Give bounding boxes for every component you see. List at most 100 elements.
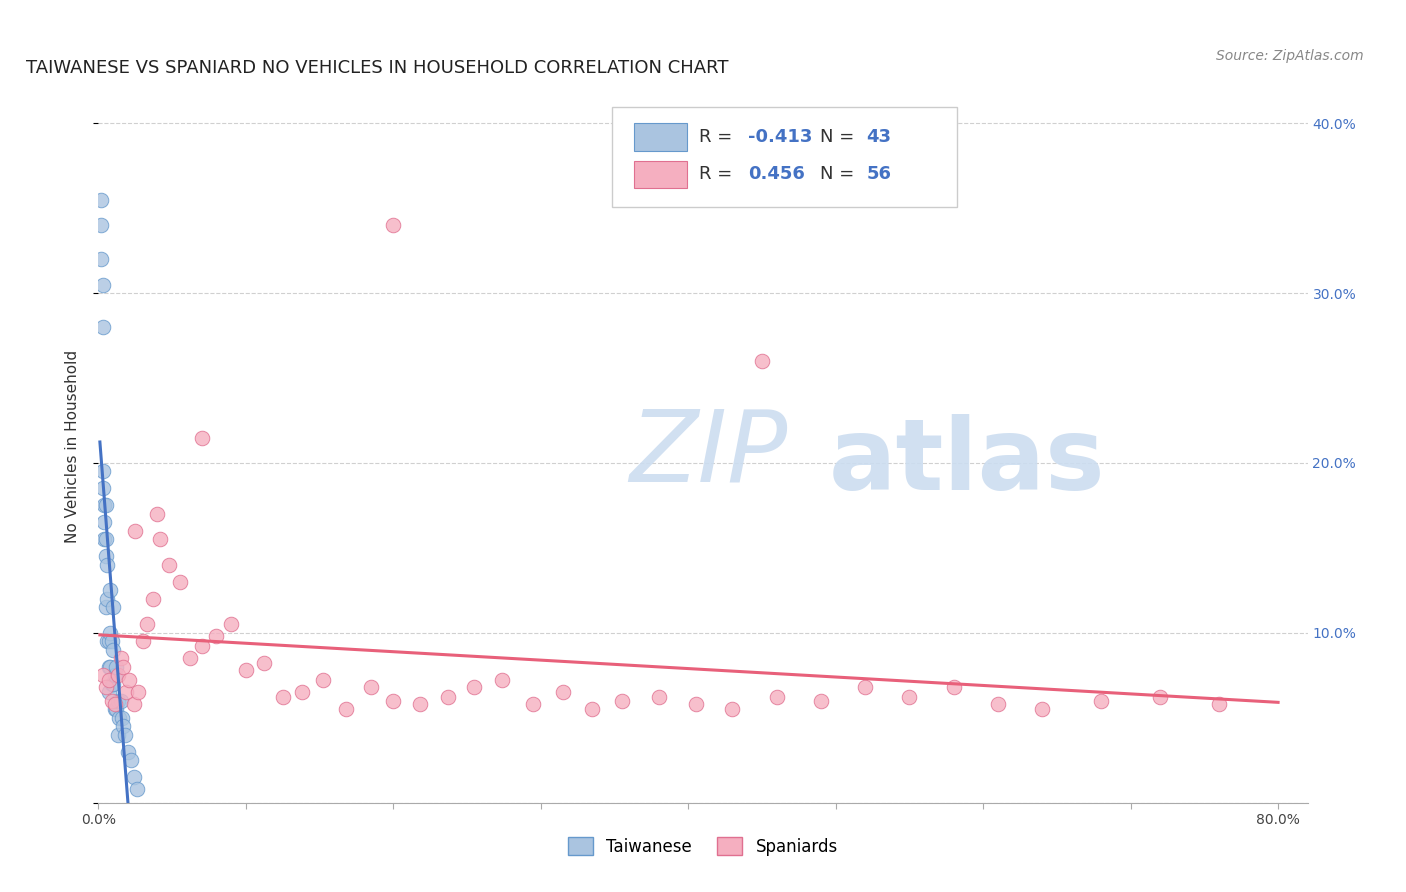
Point <box>409 698 432 712</box>
Point <box>100 634 122 648</box>
Point <box>104 702 127 716</box>
Point <box>97 685 120 699</box>
Point <box>91 277 114 292</box>
Point <box>114 728 136 742</box>
Point <box>96 558 118 572</box>
Point <box>179 651 201 665</box>
Point <box>108 711 131 725</box>
Point <box>110 651 132 665</box>
Text: TAIWANESE VS SPANIARD NO VEHICLES IN HOUSEHOLD CORRELATION CHART: TAIWANESE VS SPANIARD NO VEHICLES IN HOU… <box>25 59 728 77</box>
Point <box>101 677 124 691</box>
Text: N =: N = <box>820 165 860 183</box>
Point <box>610 694 633 708</box>
Point <box>235 663 257 677</box>
Point <box>112 719 135 733</box>
Point <box>382 694 405 708</box>
Point <box>97 634 120 648</box>
Point <box>94 549 117 564</box>
Point <box>190 640 212 654</box>
Point <box>648 690 671 705</box>
Point <box>721 702 744 716</box>
Point <box>107 668 129 682</box>
FancyBboxPatch shape <box>634 161 688 188</box>
Point <box>169 574 191 589</box>
Point <box>98 660 121 674</box>
Point <box>90 193 112 207</box>
Point <box>94 533 117 547</box>
Point <box>190 430 212 444</box>
Point <box>810 694 832 708</box>
Point <box>551 685 574 699</box>
Point <box>122 770 145 784</box>
Point <box>94 600 117 615</box>
Point <box>111 711 134 725</box>
Point <box>115 685 138 699</box>
Point <box>127 685 149 699</box>
Text: -0.413: -0.413 <box>748 128 813 146</box>
Point <box>942 680 965 694</box>
Point <box>437 690 460 705</box>
Point <box>751 354 773 368</box>
Point <box>1208 698 1230 712</box>
Point <box>107 694 129 708</box>
Point <box>685 698 707 712</box>
Point <box>142 591 165 606</box>
Text: Source: ZipAtlas.com: Source: ZipAtlas.com <box>1216 49 1364 63</box>
Point <box>271 690 294 705</box>
Point <box>98 583 121 598</box>
Point <box>118 673 141 688</box>
Point <box>105 702 128 716</box>
Point <box>91 668 114 682</box>
Point <box>219 617 242 632</box>
Text: 56: 56 <box>866 165 891 183</box>
Point <box>125 782 148 797</box>
Point <box>1149 690 1171 705</box>
Point <box>146 507 169 521</box>
Point <box>987 698 1010 712</box>
Point <box>205 629 228 643</box>
Point <box>96 634 118 648</box>
Point <box>100 694 122 708</box>
Point <box>93 533 115 547</box>
Point <box>898 690 921 705</box>
Point <box>335 702 357 716</box>
Point <box>765 690 787 705</box>
Text: 43: 43 <box>866 128 891 146</box>
Point <box>1090 694 1112 708</box>
Point <box>93 499 115 513</box>
Legend: Taiwanese, Spaniards: Taiwanese, Spaniards <box>561 830 845 863</box>
Text: N =: N = <box>820 128 860 146</box>
Point <box>96 591 118 606</box>
Point <box>120 753 142 767</box>
Point <box>157 558 180 572</box>
FancyBboxPatch shape <box>634 123 688 152</box>
Point <box>311 673 333 688</box>
Point <box>104 698 127 712</box>
Point <box>124 524 146 538</box>
Text: ZIP: ZIP <box>630 406 787 503</box>
Point <box>100 677 122 691</box>
Point <box>252 657 274 671</box>
Point <box>463 680 485 694</box>
Point <box>90 252 112 266</box>
Point <box>91 465 114 479</box>
Point <box>91 482 114 496</box>
Point <box>491 673 513 688</box>
Point <box>581 702 603 716</box>
Point <box>101 643 124 657</box>
Point <box>853 680 876 694</box>
Point <box>97 673 120 688</box>
Point <box>360 680 382 694</box>
Point <box>97 660 120 674</box>
Point <box>112 660 135 674</box>
Text: 0.456: 0.456 <box>748 165 804 183</box>
Point <box>291 685 314 699</box>
Point <box>122 698 145 712</box>
Point <box>94 499 117 513</box>
Point <box>149 533 172 547</box>
Point <box>1031 702 1053 716</box>
FancyBboxPatch shape <box>613 107 957 207</box>
Point <box>522 698 544 712</box>
Point <box>90 218 112 232</box>
Point <box>93 516 115 530</box>
